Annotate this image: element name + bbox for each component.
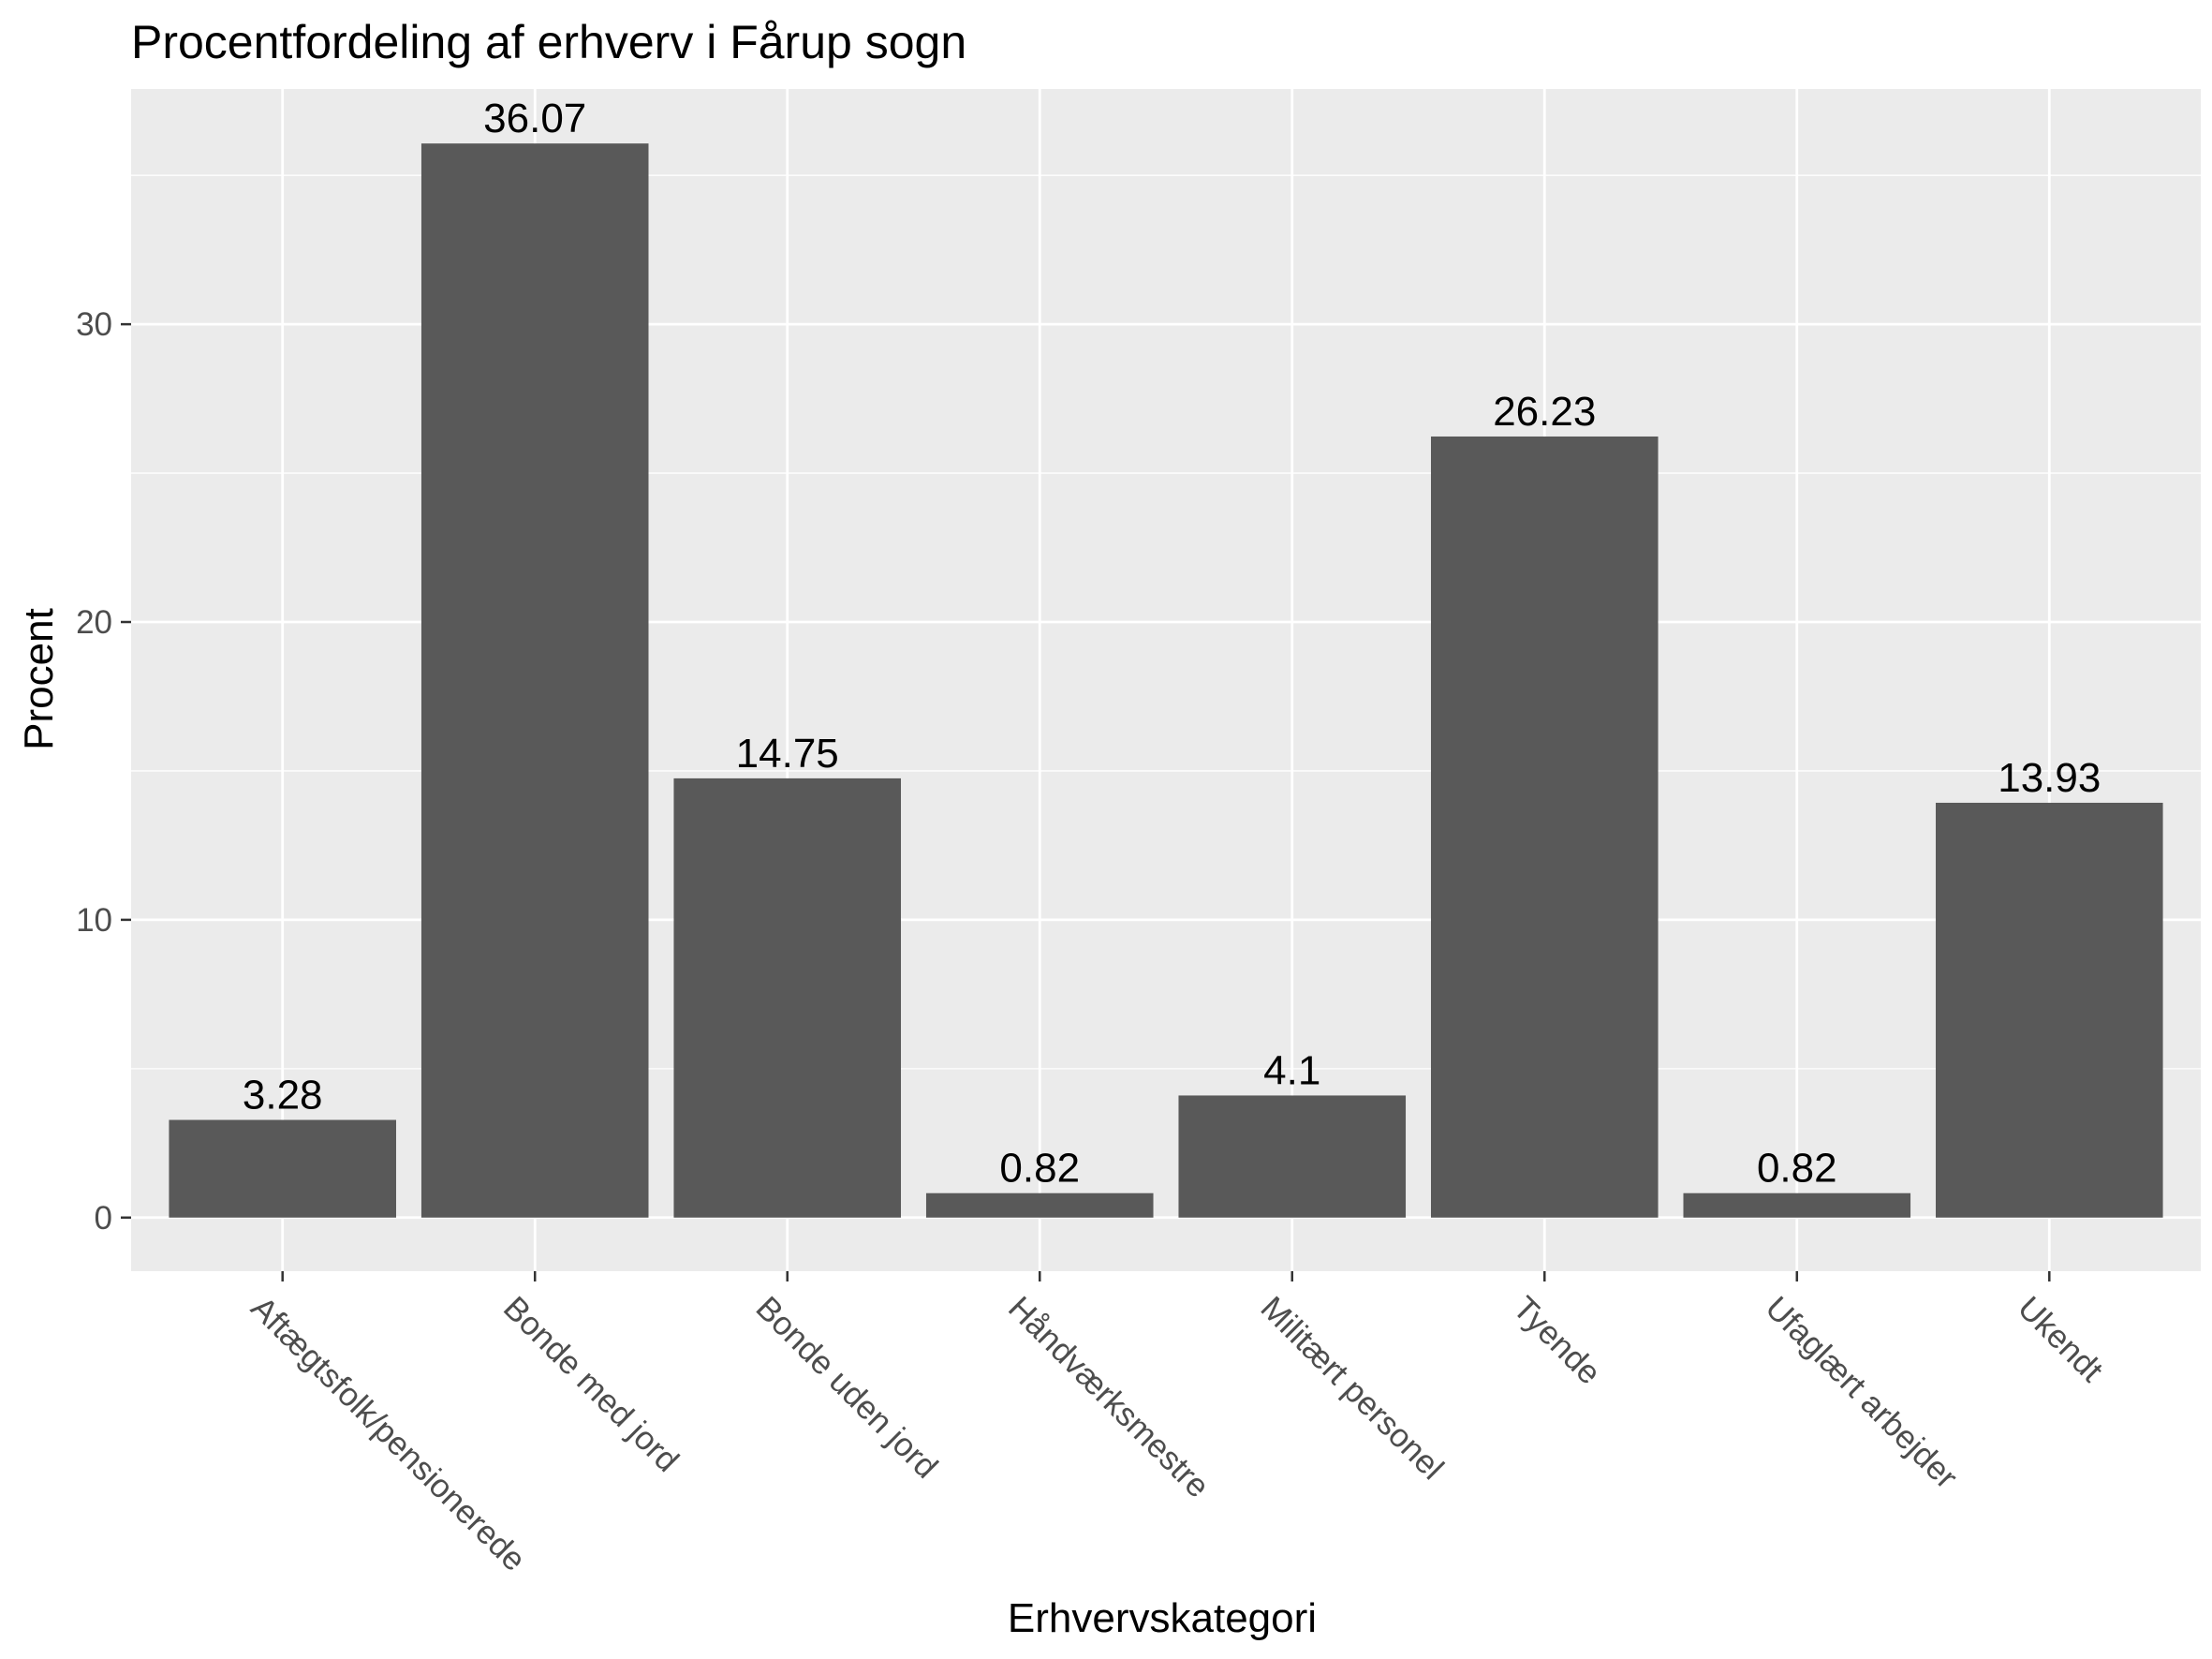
bar-value-label: 4.1 <box>1263 1047 1320 1093</box>
bar-value-label: 36.07 <box>483 96 586 141</box>
chart-title: Procentfordeling af erhverv i Fårup sogn <box>131 16 966 68</box>
bar <box>925 1192 1154 1218</box>
y-tick-label: 0 <box>95 1200 112 1237</box>
bar-value-label: 14.75 <box>736 731 839 777</box>
y-tick-label: 20 <box>76 604 112 641</box>
bar <box>673 778 902 1218</box>
bar <box>1178 1095 1407 1218</box>
bar <box>1683 1192 1911 1218</box>
y-axis: 0 10 20 30 <box>76 306 131 1237</box>
y-axis-title: Procent <box>16 608 62 750</box>
bar-value-label: 0.82 <box>999 1146 1080 1192</box>
data-labels: 3.28 36.07 14.75 0.82 4.1 26.23 0.82 13.93 <box>243 96 2101 1192</box>
y-tick-label: 10 <box>76 902 112 939</box>
bar <box>1936 802 2163 1218</box>
bar-value-label: 3.28 <box>243 1073 323 1118</box>
bar <box>420 143 649 1218</box>
y-tick-label: 30 <box>76 306 112 343</box>
bar-value-label: 0.82 <box>1757 1146 1837 1192</box>
bar-value-label: 26.23 <box>1493 389 1596 435</box>
bar <box>169 1119 396 1218</box>
bar <box>1430 436 1659 1218</box>
x-axis-title: Erhvervskategori <box>1008 1595 1317 1641</box>
bars <box>169 143 2163 1218</box>
bar-value-label: 13.93 <box>1998 755 2101 801</box>
